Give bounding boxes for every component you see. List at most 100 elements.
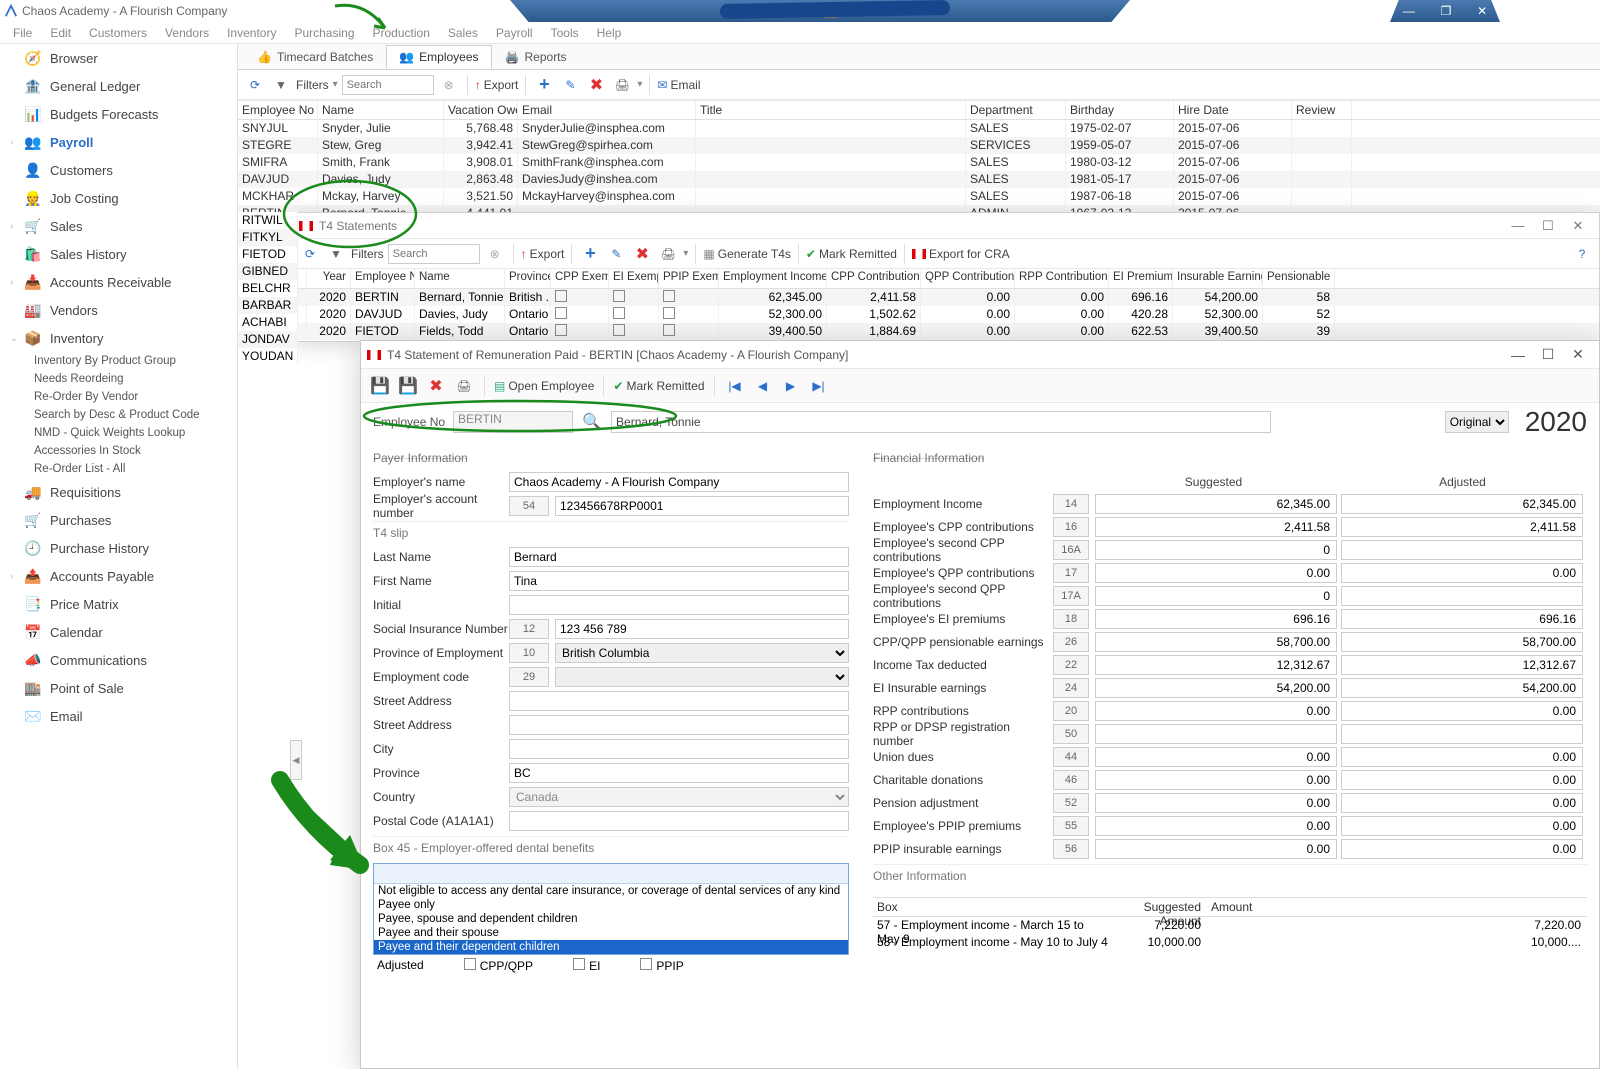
fin-adjusted[interactable] [1341, 724, 1583, 744]
nav-sub-item[interactable]: Needs Reordeing [0, 370, 237, 388]
print-dropdown-icon[interactable]: ▾ [637, 79, 642, 90]
grid-header[interactable]: Employee No [238, 101, 318, 119]
save-button[interactable]: 💾 [369, 375, 391, 397]
t4-add-button[interactable]: + [579, 243, 601, 265]
nav-item-sales[interactable]: ›🛒Sales [0, 212, 237, 240]
menu-vendors[interactable]: Vendors [156, 26, 218, 40]
checkbox[interactable] [613, 290, 625, 302]
detail-minimize-button[interactable]: — [1503, 347, 1533, 363]
nav-item-purchase-history[interactable]: 🕘Purchase History [0, 534, 237, 562]
tab-employees[interactable]: 👥Employees [386, 45, 491, 69]
grid-header[interactable]: Email [518, 101, 696, 119]
field-input[interactable] [509, 595, 849, 615]
fin-adjusted[interactable]: 0.00 [1341, 747, 1583, 767]
fin-suggested[interactable]: 0.00 [1095, 770, 1337, 790]
employee-row-stub[interactable]: RITWIL [238, 212, 298, 229]
fin-suggested[interactable]: 0 [1095, 586, 1337, 606]
employee-row[interactable]: DAVJUDDavies, Judy2,863.48DaviesJudy@ins… [238, 171, 1600, 188]
field-select[interactable]: Canada [509, 787, 849, 807]
nav-item-requisitions[interactable]: 🚚Requisitions [0, 478, 237, 506]
nav-sub-item[interactable]: Search by Desc & Product Code [0, 406, 237, 424]
grid-header[interactable]: Department [966, 101, 1066, 119]
t4-export-button[interactable]: ↑Export [521, 247, 565, 261]
menu-tools[interactable]: Tools [542, 26, 588, 40]
original-select[interactable]: Original [1445, 411, 1509, 433]
fin-suggested[interactable]: 696.16 [1095, 609, 1337, 629]
ei-checkbox[interactable]: EI [573, 958, 600, 973]
fin-suggested[interactable]: 54,200.00 [1095, 678, 1337, 698]
nav-item-inventory[interactable]: ⌄📦Inventory [0, 324, 237, 352]
grid-header[interactable]: Hire Date [1174, 101, 1292, 119]
fin-suggested[interactable]: 0.00 [1095, 816, 1337, 836]
t4-export-cra-button[interactable]: Export for CRA [912, 247, 1010, 261]
delete-button[interactable]: ✖ [585, 74, 607, 96]
menu-file[interactable]: File [4, 26, 41, 40]
employee-row-stub[interactable]: BELCHR [238, 280, 298, 297]
menu-customers[interactable]: Customers [80, 26, 156, 40]
menu-payroll[interactable]: Payroll [487, 26, 542, 40]
nav-item-communications[interactable]: 📣Communications [0, 646, 237, 674]
t4-filters-label[interactable]: Filters [351, 247, 384, 261]
grid-header[interactable]: Name [318, 101, 444, 119]
checkbox[interactable] [613, 307, 625, 319]
t4-grid-header[interactable]: EI Premiums [1109, 269, 1173, 288]
employee-row[interactable]: STEGREStew, Greg3,942.41StewGreg@spirhea… [238, 137, 1600, 154]
close-button[interactable]: ✕ [1477, 4, 1487, 18]
dental-option[interactable]: Payee, spouse and dependent children [374, 912, 848, 926]
fin-suggested[interactable]: 58,700.00 [1095, 632, 1337, 652]
menu-edit[interactable]: Edit [41, 26, 80, 40]
t4-grid-header[interactable]: Name [415, 269, 505, 288]
t4-search-clear-icon[interactable]: ⊗ [484, 243, 506, 265]
menu-production[interactable]: Production [364, 26, 439, 40]
t4-close-button[interactable]: ✕ [1563, 218, 1593, 234]
fin-suggested[interactable]: 0.00 [1095, 747, 1337, 767]
employer-name-input[interactable] [509, 472, 849, 492]
t4-generate-button[interactable]: ▦Generate T4s [703, 247, 791, 261]
field-input[interactable] [555, 619, 849, 639]
checkbox[interactable] [555, 307, 567, 319]
nav-sub-item[interactable]: Re-Order List - All [0, 460, 237, 478]
other-info-row[interactable]: 58 - Employment income - May 10 to July … [873, 934, 1587, 951]
employee-row-stub[interactable]: GIBNED [238, 263, 298, 280]
nav-item-customers[interactable]: 👤Customers [0, 156, 237, 184]
search-clear-icon[interactable]: ⊗ [438, 74, 460, 96]
fin-suggested[interactable] [1095, 724, 1337, 744]
field-select[interactable]: British Columbia [555, 643, 849, 663]
dental-option[interactable]: Payee and their spouse [374, 926, 848, 940]
fin-adjusted[interactable]: 0.00 [1341, 701, 1583, 721]
nav-item-calendar[interactable]: 📅Calendar [0, 618, 237, 646]
fin-adjusted[interactable] [1341, 540, 1583, 560]
edit-button[interactable]: ✎ [559, 74, 581, 96]
field-input[interactable] [509, 715, 849, 735]
nav-item-point-of-sale[interactable]: 🏬Point of Sale [0, 674, 237, 702]
prev-record-button[interactable]: ◀ [752, 375, 774, 397]
export-button[interactable]: ↑Export [475, 78, 519, 92]
employee-row-stub[interactable]: FITKYL [238, 229, 298, 246]
email-button[interactable]: ✉Email [657, 78, 700, 92]
t4-grid-header[interactable]: CPP Contributions [827, 269, 921, 288]
employee-row-stub[interactable]: ACHABI [238, 314, 298, 331]
t4-grid-header[interactable]: CPP Exempt [551, 269, 609, 288]
panel-collapse-handle[interactable]: ◀ [290, 740, 302, 780]
next-record-button[interactable]: ▶ [780, 375, 802, 397]
grid-header[interactable]: Review [1292, 101, 1352, 119]
t4-row[interactable]: 2020BERTINBernard, TonnieBritish ...62,3… [293, 289, 1599, 306]
nav-sub-item[interactable]: NMD - Quick Weights Lookup [0, 424, 237, 442]
fin-adjusted[interactable]: 0.00 [1341, 770, 1583, 790]
grid-header[interactable]: Birthday [1066, 101, 1174, 119]
nav-item-browser[interactable]: 🧭Browser [0, 44, 237, 72]
nav-item-accounts-receivable[interactable]: ›📥Accounts Receivable [0, 268, 237, 296]
employee-row[interactable]: SMIFRASmith, Frank3,908.01SmithFrank@ins… [238, 154, 1600, 171]
field-input[interactable] [509, 571, 849, 591]
nav-sub-item[interactable]: Inventory By Product Group [0, 352, 237, 370]
field-select[interactable] [555, 667, 849, 687]
fin-suggested[interactable]: 0.00 [1095, 563, 1337, 583]
tab-reports[interactable]: 🖨️Reports [492, 45, 580, 69]
first-record-button[interactable]: |◀ [724, 375, 746, 397]
menu-help[interactable]: Help [588, 26, 631, 40]
nav-sub-item[interactable]: Re-Order By Vendor [0, 388, 237, 406]
menu-inventory[interactable]: Inventory [218, 26, 285, 40]
save-close-button[interactable]: 💾 [397, 375, 419, 397]
employee-row-stub[interactable]: JONDAV [238, 331, 298, 348]
nav-item-vendors[interactable]: 🏭Vendors [0, 296, 237, 324]
